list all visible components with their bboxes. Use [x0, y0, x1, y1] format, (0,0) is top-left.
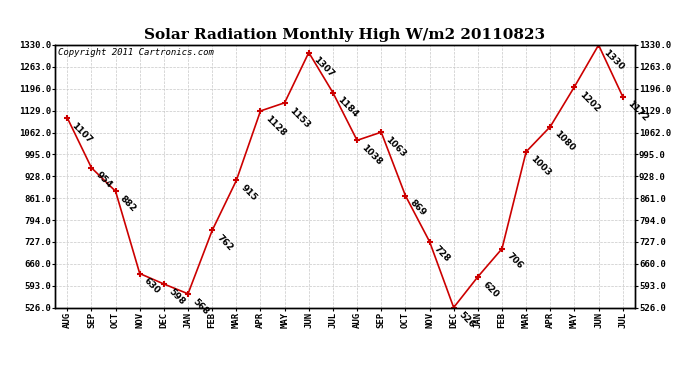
- Text: 630: 630: [143, 276, 162, 296]
- Text: 762: 762: [215, 233, 235, 253]
- Text: 1063: 1063: [384, 135, 408, 159]
- Text: 620: 620: [481, 280, 500, 299]
- Text: Copyright 2011 Cartronics.com: Copyright 2011 Cartronics.com: [58, 48, 214, 57]
- Text: 568: 568: [191, 297, 210, 316]
- Text: 1003: 1003: [529, 154, 553, 178]
- Text: 526: 526: [457, 310, 476, 330]
- Text: 1080: 1080: [553, 129, 577, 153]
- Text: 882: 882: [119, 194, 138, 214]
- Text: 869: 869: [408, 198, 428, 218]
- Text: 706: 706: [505, 252, 524, 271]
- Text: 728: 728: [433, 244, 452, 264]
- Text: 1202: 1202: [578, 90, 601, 114]
- Text: 1107: 1107: [70, 121, 94, 145]
- Text: 1330: 1330: [602, 48, 625, 72]
- Text: 598: 598: [167, 287, 186, 306]
- Text: 1038: 1038: [360, 143, 384, 167]
- Text: 1172: 1172: [626, 99, 649, 123]
- Text: 1153: 1153: [288, 106, 311, 130]
- Text: 954: 954: [95, 171, 114, 190]
- Text: 1128: 1128: [264, 114, 287, 138]
- Text: 915: 915: [239, 183, 259, 203]
- Text: 1307: 1307: [312, 55, 335, 80]
- Title: Solar Radiation Monthly High W/m2 20110823: Solar Radiation Monthly High W/m2 201108…: [144, 28, 546, 42]
- Text: 1184: 1184: [336, 96, 359, 120]
